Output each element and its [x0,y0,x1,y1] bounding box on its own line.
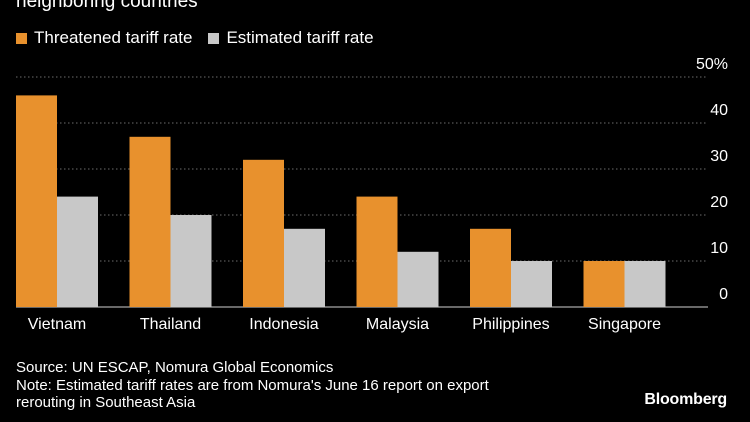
bar-threatened-indonesia [243,159,284,307]
x-tick-label: Malaysia [366,316,429,333]
source-notes: Source: UN ESCAP, Nomura Global Economic… [16,359,489,412]
y-tick-label: 50% [696,56,728,73]
y-tick-label: 0 [719,286,728,303]
bar-threatened-singapore [583,261,625,307]
y-tick-label: 20 [710,194,728,211]
bloomberg-logo: Bloomberg [644,391,727,408]
legend-item-threatened: Threatened tariff rate [16,28,192,48]
x-tick-label: Philippines [472,316,549,333]
source-line: Source: UN ESCAP, Nomura Global Economic… [16,359,334,376]
legend-swatch-threatened [16,32,27,44]
bar-estimated-philippines [511,261,552,307]
bar-threatened-thailand [129,136,171,307]
y-tick-label: 10 [710,240,728,257]
bar-chart: 0 10 20 30 40 50% Vietnam Thailand Indonesia Mal… [16,56,728,333]
x-tick-label: Singapore [588,316,661,333]
x-tick-label: Indonesia [249,316,318,333]
note-line-1: Note: Estimated tariff rates are from No… [16,376,489,394]
legend-swatch-estimated [208,32,220,44]
legend-label-threatened: Threatened tariff rate [34,28,193,47]
bars [16,95,666,308]
bar-estimated-malaysia [397,251,439,307]
y-tick-label: 40 [710,102,728,119]
bar-estimated-vietnam [57,196,98,307]
bar-estimated-singapore [624,261,666,307]
legend-label-estimated: Estimated tariff rate [226,28,374,47]
bar-threatened-malaysia [356,196,398,307]
y-axis-ticks: 0 10 20 30 40 50% [696,56,728,303]
y-tick-label: 30 [710,148,728,165]
chart-title: neighboring countries [16,0,198,12]
x-tick-label: Thailand [140,316,201,333]
note-line-2: rerouting in Southeast Asia [16,394,196,411]
legend: Threatened tariff rate Estimated tariff … [16,28,390,48]
bar-threatened-vietnam [16,95,57,308]
x-tick-label: Vietnam [28,316,86,333]
x-axis-labels: Vietnam Thailand Indonesia Malaysia Philippi… [28,316,661,333]
bar-estimated-thailand [170,215,212,307]
bar-threatened-philippines [470,228,511,307]
bar-estimated-indonesia [284,228,325,307]
legend-item-estimated: Estimated tariff rate [208,28,374,48]
